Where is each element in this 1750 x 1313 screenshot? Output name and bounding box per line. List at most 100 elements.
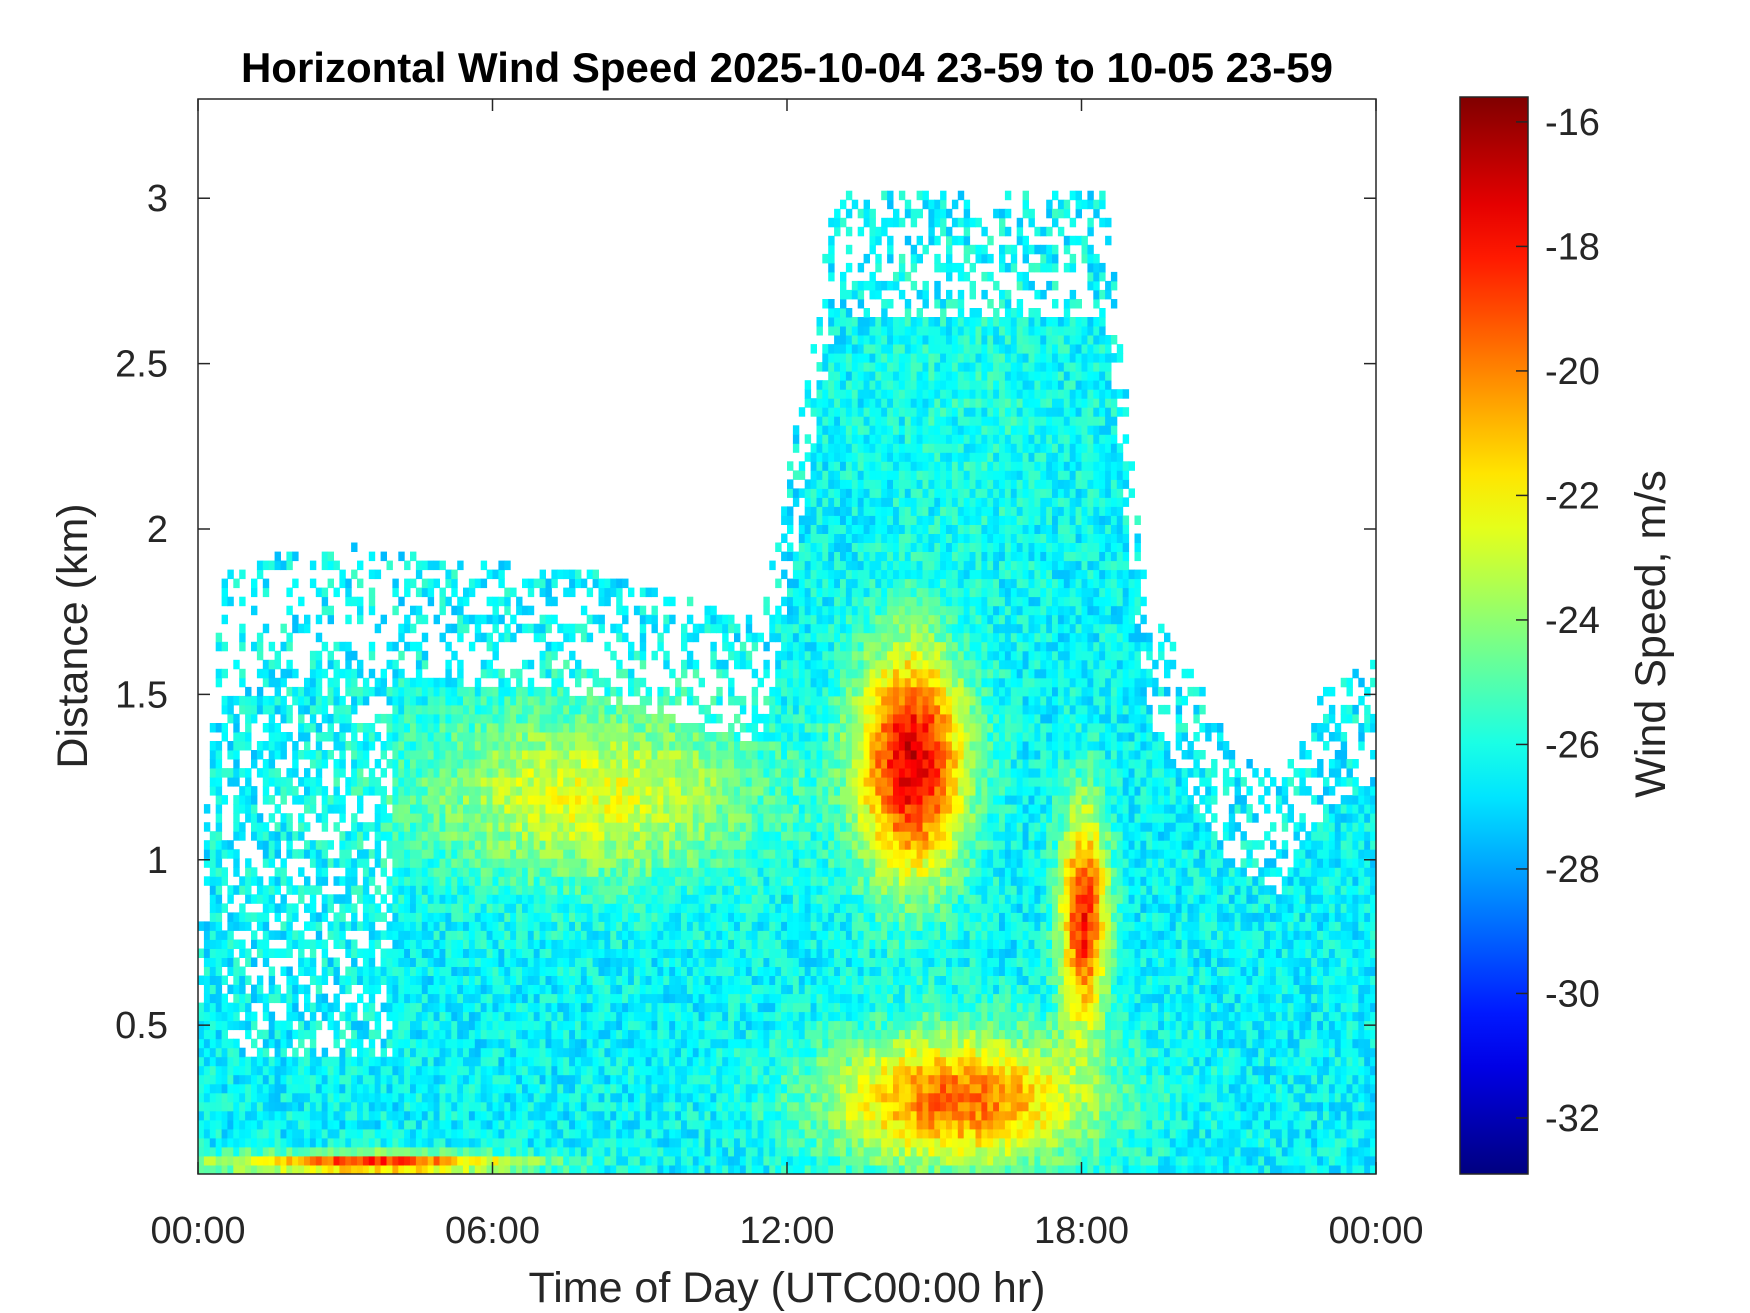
heatmap-cell bbox=[704, 930, 711, 940]
heatmap-cell bbox=[445, 786, 452, 796]
heatmap-cell bbox=[427, 1047, 435, 1058]
heatmap-cell bbox=[604, 1047, 611, 1058]
heatmap-cell bbox=[256, 668, 264, 679]
heatmap-cell bbox=[645, 1146, 652, 1157]
heatmap-cell bbox=[451, 957, 458, 967]
heatmap-cell bbox=[686, 1101, 694, 1112]
heatmap-cell bbox=[457, 1074, 464, 1085]
heatmap-cell bbox=[457, 1156, 464, 1166]
heatmap-cell bbox=[486, 641, 493, 652]
heatmap-cell bbox=[439, 741, 446, 751]
heatmap-cell bbox=[386, 741, 393, 751]
heatmap-cell bbox=[527, 1038, 535, 1049]
heatmap-cell bbox=[610, 795, 617, 805]
heatmap-cell bbox=[739, 939, 747, 949]
heatmap-cell bbox=[398, 677, 405, 688]
heatmap-cell bbox=[710, 939, 717, 949]
heatmap-cell bbox=[221, 993, 228, 1004]
heatmap-cell bbox=[404, 885, 411, 895]
heatmap-cell bbox=[333, 1065, 340, 1076]
heatmap-cell bbox=[586, 921, 594, 931]
heatmap-cell bbox=[339, 695, 346, 706]
heatmap-cell bbox=[427, 975, 435, 985]
heatmap-cell bbox=[498, 560, 505, 571]
heatmap-cell bbox=[722, 1029, 729, 1040]
heatmap-cell bbox=[704, 1002, 711, 1013]
heatmap-cell bbox=[433, 723, 440, 733]
heatmap-cell bbox=[421, 1092, 429, 1103]
heatmap-cell bbox=[675, 894, 682, 904]
heatmap-cell bbox=[380, 1083, 387, 1094]
heatmap-cell bbox=[256, 741, 264, 751]
heatmap-cell bbox=[492, 723, 499, 733]
heatmap-cell bbox=[209, 1165, 217, 1174]
heatmap-cell bbox=[569, 632, 576, 643]
heatmap-cell bbox=[657, 713, 664, 724]
heatmap-cell bbox=[651, 885, 658, 895]
heatmap-cell bbox=[374, 840, 382, 850]
heatmap-cell bbox=[586, 804, 594, 814]
heatmap-cell bbox=[739, 1110, 747, 1121]
heatmap-cell bbox=[380, 1119, 387, 1130]
heatmap-cell bbox=[339, 984, 346, 995]
heatmap-cell bbox=[522, 623, 529, 634]
heatmap-cell bbox=[657, 632, 664, 643]
heatmap-cell bbox=[522, 659, 529, 670]
heatmap-cell bbox=[404, 786, 411, 796]
heatmap-cell bbox=[551, 948, 558, 958]
heatmap-cell bbox=[445, 1074, 452, 1085]
heatmap-cell bbox=[410, 623, 417, 634]
heatmap-cell bbox=[639, 768, 647, 778]
heatmap-cell bbox=[463, 750, 470, 760]
heatmap-cell bbox=[410, 1092, 417, 1103]
heatmap-cell bbox=[457, 876, 464, 886]
heatmap-cell bbox=[292, 759, 299, 769]
heatmap-cell bbox=[527, 804, 535, 814]
heatmap-cell bbox=[486, 930, 493, 940]
heatmap-cell bbox=[569, 1056, 576, 1067]
heatmap-cell bbox=[227, 1092, 234, 1103]
heatmap-cell bbox=[551, 641, 558, 652]
heatmap-cell bbox=[262, 1119, 270, 1130]
heatmap-cell bbox=[251, 1038, 258, 1049]
heatmap-cell bbox=[592, 777, 599, 787]
heatmap-cell bbox=[551, 975, 558, 985]
heatmap-cell bbox=[392, 1074, 399, 1085]
heatmap-cell bbox=[209, 831, 217, 841]
heatmap-cell bbox=[286, 948, 293, 958]
heatmap-cell bbox=[239, 768, 246, 778]
heatmap-cell bbox=[580, 668, 588, 679]
heatmap-cell bbox=[445, 578, 452, 589]
heatmap-cell bbox=[716, 1038, 723, 1049]
heatmap-cell bbox=[598, 587, 605, 598]
heatmap-cell bbox=[457, 1065, 464, 1076]
heatmap-cell bbox=[262, 822, 270, 832]
heatmap-cell bbox=[227, 1083, 234, 1094]
heatmap-cell bbox=[374, 813, 382, 823]
heatmap-cell bbox=[209, 966, 217, 976]
heatmap-cell bbox=[651, 1056, 658, 1067]
heatmap-cell bbox=[274, 876, 281, 886]
heatmap-cell bbox=[486, 1101, 493, 1112]
heatmap-cell bbox=[357, 1083, 364, 1094]
heatmap-cell bbox=[628, 1083, 635, 1094]
heatmap-cell bbox=[633, 795, 641, 805]
heatmap-cell bbox=[675, 1074, 682, 1085]
heatmap-cell bbox=[510, 1056, 517, 1067]
heatmap-cell bbox=[516, 957, 523, 967]
heatmap-cell bbox=[463, 840, 470, 850]
heatmap-cell bbox=[486, 1074, 493, 1085]
heatmap-cell bbox=[374, 1092, 382, 1103]
heatmap-cell bbox=[427, 984, 435, 995]
heatmap-cell bbox=[221, 1056, 228, 1067]
heatmap-cell bbox=[739, 1029, 747, 1040]
heatmap-cell bbox=[569, 1128, 576, 1139]
heatmap-cell bbox=[569, 939, 576, 949]
heatmap-cell bbox=[669, 596, 676, 607]
heatmap-cell bbox=[203, 858, 211, 868]
heatmap-cell bbox=[474, 1128, 482, 1139]
heatmap-cell bbox=[445, 750, 452, 760]
heatmap-cell bbox=[268, 723, 276, 733]
heatmap-cell bbox=[533, 1038, 541, 1049]
heatmap-cell bbox=[739, 1047, 747, 1058]
